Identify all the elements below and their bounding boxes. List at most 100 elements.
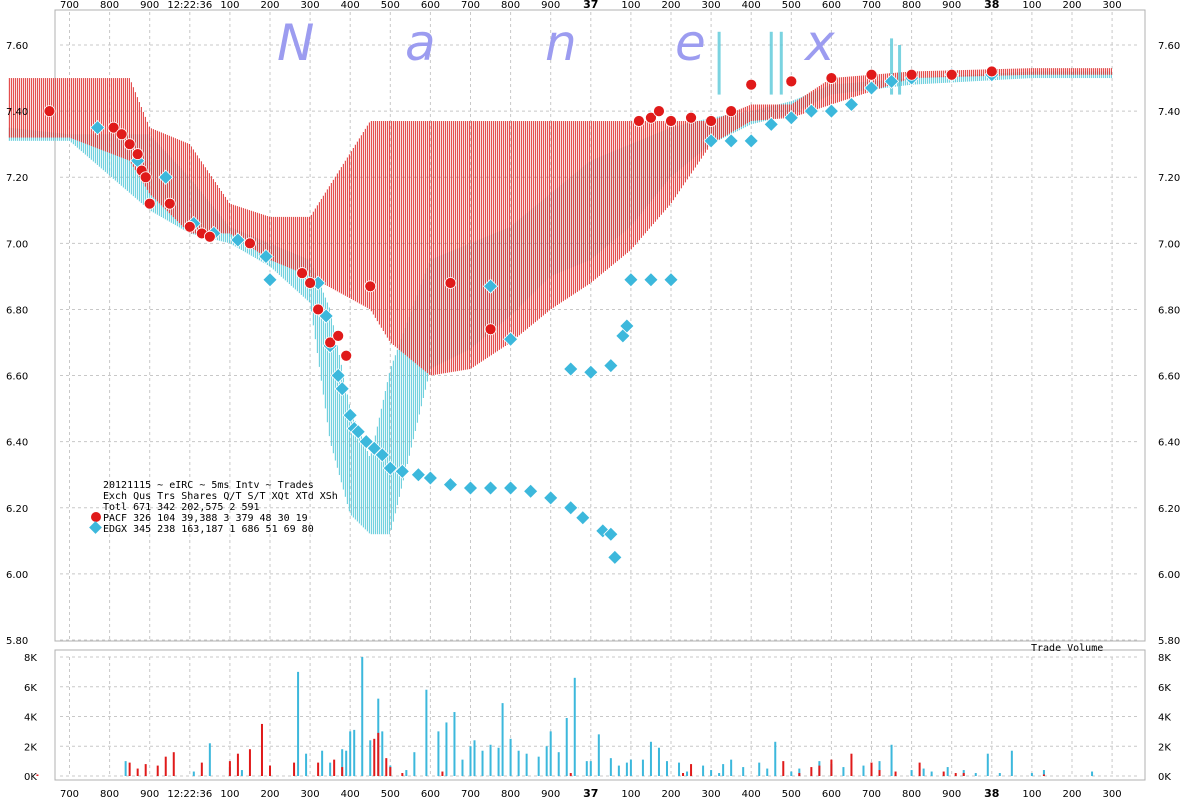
edgx-volume-bar: [798, 768, 801, 776]
pacf-trade-marker: [332, 329, 345, 342]
edgx-volume-bar: [305, 753, 308, 776]
x-tick-label-bottom: 900: [942, 789, 961, 800]
edgx-trade-marker: [543, 490, 559, 506]
pacf-volume-bar: [690, 764, 693, 776]
volume-tick-label-right: 4K: [1158, 713, 1171, 724]
edgx-trade-marker: [763, 116, 779, 132]
nbbo-bands: [8, 31, 1112, 535]
edgx-trade-marker: [350, 424, 366, 440]
pacf-trade-marker: [705, 115, 717, 127]
x-tick-label-top: 300: [702, 0, 721, 11]
edgx-volume-bar: [657, 747, 660, 776]
pacf-volume-bar: [441, 771, 444, 776]
pacf-trade-marker: [312, 303, 325, 316]
legend-title: 20121115 ~ eIRC ~ 5ms Intv ~ Trades: [103, 480, 314, 491]
pacf-trade-marker: [725, 105, 738, 118]
edgx-trade-marker: [603, 358, 619, 374]
edgx-volume-bar: [702, 765, 705, 776]
pacf-volume-bar: [401, 773, 404, 776]
pacf-volume-bar: [333, 759, 336, 776]
y-tick-label-left: 7.00: [6, 239, 28, 250]
edgx-trade-marker: [575, 510, 591, 526]
pacf-volume-bar: [156, 765, 159, 776]
pacf-volume-bar: [1042, 774, 1045, 776]
edgx-trade-marker: [783, 110, 799, 126]
x-tick-label-top: 500: [381, 0, 400, 11]
pacf-volume-bar: [36, 774, 39, 776]
edgx-trade-marker: [523, 483, 539, 499]
grid: [54, 9, 1146, 781]
x-tick-label-bottom: 500: [381, 789, 400, 800]
x-tick-label-bottom: 300: [1103, 789, 1122, 800]
pacf-trade-marker: [107, 121, 120, 134]
pacf-volume-bar: [128, 762, 131, 776]
pacf-volume-bar: [870, 762, 873, 776]
pacf-volume-bar: [293, 762, 296, 776]
pacf-trade-marker: [985, 65, 998, 78]
edgx-trade-marker: [382, 460, 398, 476]
pacf-volume-bar: [200, 762, 203, 776]
edgx-volume-bar: [349, 731, 352, 776]
watermark-letter: a: [405, 14, 436, 72]
pacf-trade-marker: [143, 197, 156, 210]
x-tick-label-top: 300: [301, 0, 320, 11]
edgx-volume-bar: [710, 770, 713, 776]
x-tick-label-bottom: 12:22:36: [167, 789, 212, 800]
edgx-trade-marker: [89, 120, 106, 136]
x-tick-label-bottom: 37: [583, 787, 598, 800]
volume-frame: [54, 649, 1146, 781]
pacf-trade-marker: [340, 349, 353, 362]
pacf-trade-marker: [163, 197, 176, 210]
y-tick-label-right: 7.00: [1158, 239, 1180, 250]
x-tick-label-bottom: 800: [902, 789, 921, 800]
pacf-trade-marker: [364, 280, 377, 293]
volume-tick-label-left: 8K: [24, 653, 37, 664]
legend-header: Exch Qus Trs Shares Q/T S/T XQt XTd XSh: [103, 491, 338, 502]
watermark-letter: N: [277, 14, 314, 72]
x-tick-label-bottom: 300: [301, 789, 320, 800]
y-tick-label-right: 7.20: [1158, 173, 1180, 184]
edgx-trade-marker: [262, 272, 278, 288]
pacf-trade-marker: [905, 68, 918, 81]
edgx-volume-bar: [665, 761, 668, 776]
pacf-volume-bar: [269, 765, 271, 776]
watermark-letter: e: [675, 14, 706, 72]
x-tick-label-top: 700: [60, 0, 79, 11]
y-tick-label-left: 7.20: [6, 173, 28, 184]
watermark-letter: n: [545, 14, 577, 72]
pacf-volume-bar: [942, 771, 945, 776]
y-tick-label-right: 6.20: [1158, 504, 1180, 515]
edgx-volume-bar: [461, 759, 464, 776]
x-tick-label-top: 37: [583, 0, 598, 11]
x-tick-label-bottom: 800: [501, 789, 520, 800]
volume-title: Trade Volume: [1031, 643, 1103, 654]
pacf-volume-bar: [228, 761, 231, 776]
x-tick-label-bottom: 400: [742, 789, 761, 800]
pacf-trade-marker: [139, 171, 152, 184]
edgx-trade-marker: [422, 470, 439, 486]
edgx-volume-bar: [597, 734, 600, 776]
edgx-volume-bar: [686, 771, 689, 776]
edgx-trade-marker: [703, 133, 719, 149]
pacf-volume-bar: [830, 759, 833, 776]
volume-tick-label-left: 4K: [24, 713, 37, 724]
edgx-trade-marker: [502, 331, 519, 347]
pacf-trade-marker: [203, 230, 216, 243]
pacf-trade-marker: [123, 138, 136, 151]
x-tick-label-bottom: 600: [421, 789, 440, 800]
edgx-trade-marker: [330, 367, 346, 384]
y-tick-label-right: 6.00: [1158, 570, 1180, 581]
edgx-volume-bar: [405, 770, 408, 776]
y-tick-label-left: 5.80: [6, 636, 28, 647]
edgx-volume-bar: [353, 729, 356, 776]
edgx-volume-bar: [986, 753, 989, 776]
edgx-trade-marker: [342, 407, 358, 423]
x-tick-label-top: 900: [942, 0, 961, 11]
edgx-volume-bar: [545, 746, 548, 776]
x-tick-label-bottom: 700: [461, 789, 480, 800]
pacf-volume-bar: [341, 767, 344, 776]
edgx-volume-bar: [629, 759, 632, 776]
pacf-nbbo: [8, 68, 1112, 376]
pacf-volume-bar: [377, 732, 380, 776]
edgx-volume-bar: [240, 770, 243, 776]
